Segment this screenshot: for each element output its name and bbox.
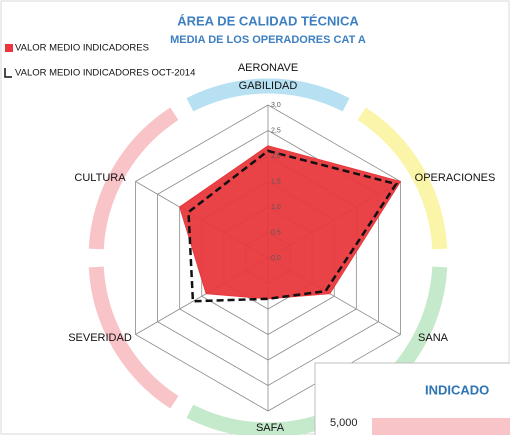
overlay-panel: INDICADO 5,000 [314,362,510,435]
legend-label: VALOR MEDIO INDICADORES [15,43,149,54]
ring-segment [88,107,179,250]
tick-label: 3,0 [271,102,281,109]
ring-segment [186,78,350,112]
ring-segment [88,266,179,409]
legend-swatch [4,68,12,78]
chart-title: ÁREA DE CALIDAD TÉCNICA [177,13,359,28]
panel-title: INDICADO [425,382,489,397]
category-label: SEVERIDAD [68,332,132,344]
tick-label: 1,0 [271,204,281,211]
category-label: OPERACIONES [415,172,496,184]
tick-label: 0,5 [271,229,281,236]
ring-segment [357,107,448,250]
panel-bar [372,418,510,435]
tick-label: 2,0 [271,153,281,160]
panel-tick: 5,000 [330,417,358,429]
category-label: AERONAVE GABILIDAD [238,62,298,92]
tick-label: 1,5 [271,178,281,185]
chart-subtitle: MEDIA DE LOS OPERADORES CAT A [170,34,366,46]
series-line [187,149,399,303]
category-label: CULTURA [74,172,126,184]
category-label: SAFA [256,422,285,434]
category-label: SANA [418,332,449,344]
tick-label: 2,5 [271,127,281,134]
legend-swatch [5,44,13,52]
legend-label: VALOR MEDIO INDICADORES OCT-2014 [15,68,195,79]
tick-label: 0,0 [271,255,281,262]
